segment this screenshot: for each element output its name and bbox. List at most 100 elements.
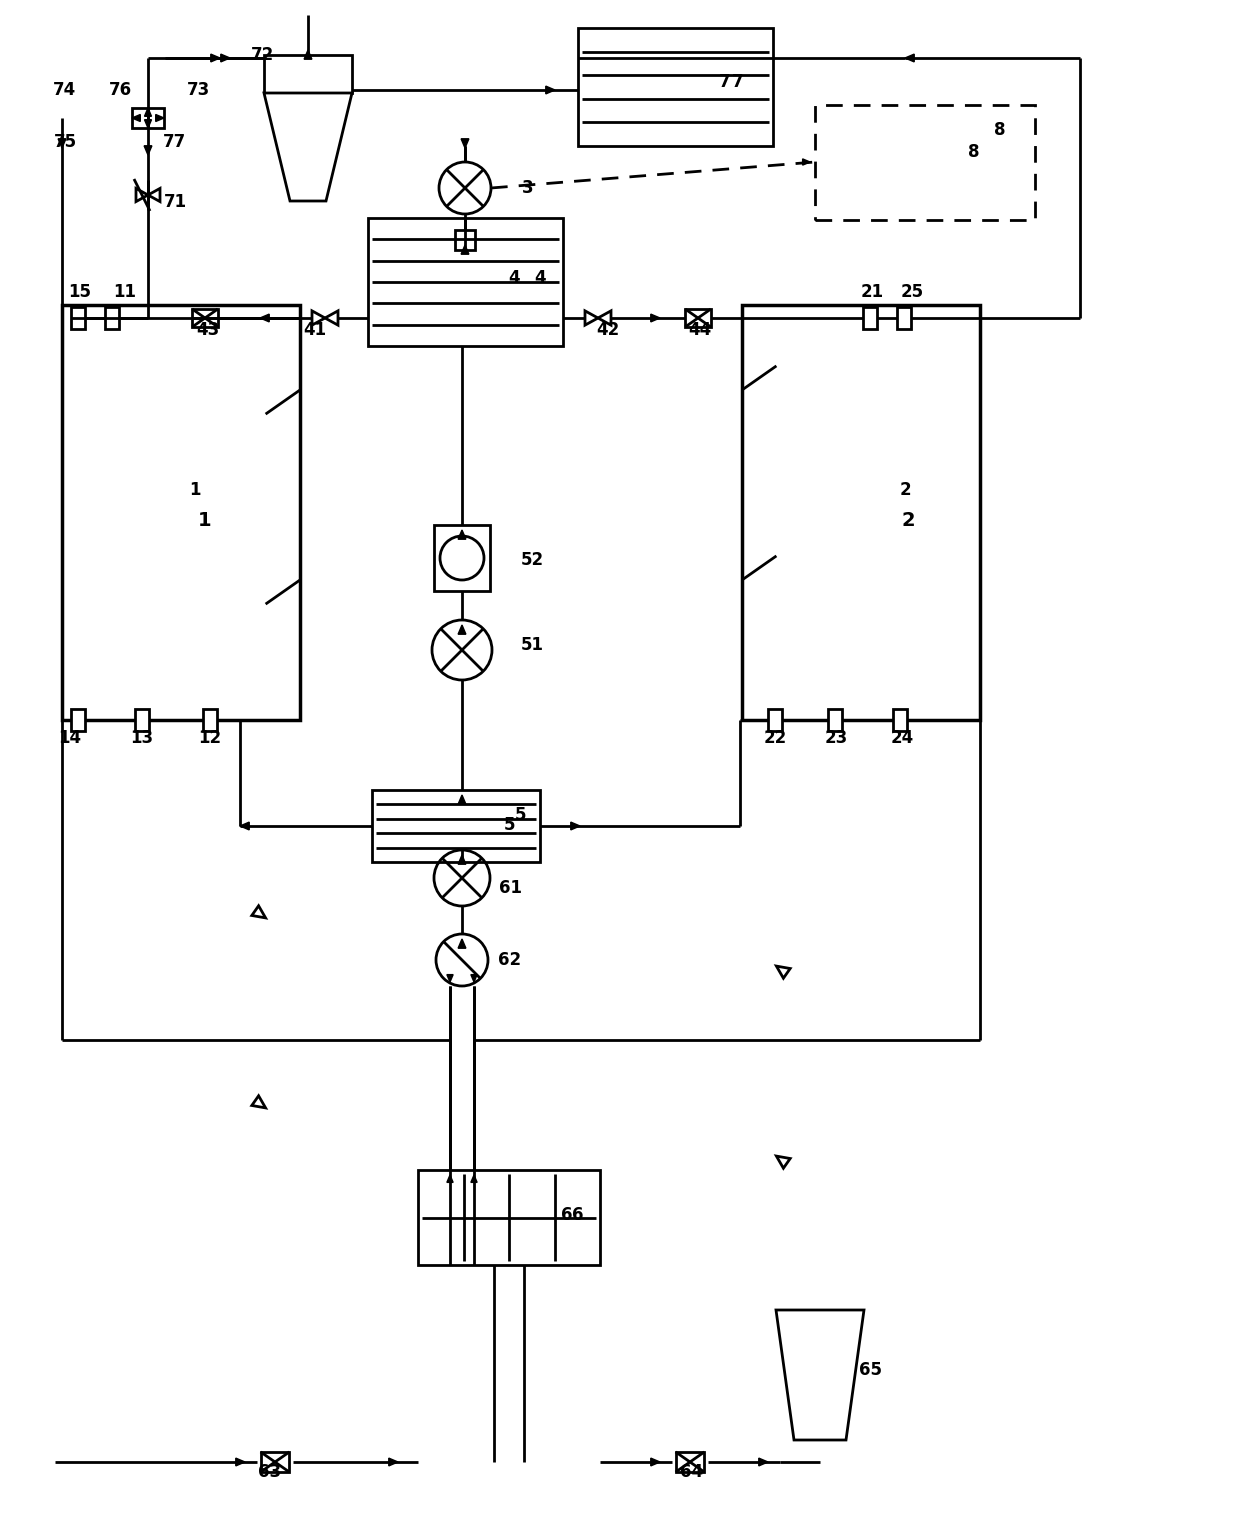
Text: 61: 61	[498, 880, 522, 896]
Polygon shape	[461, 139, 469, 148]
Polygon shape	[651, 314, 660, 321]
Polygon shape	[131, 114, 140, 122]
Text: 5: 5	[515, 807, 526, 823]
Polygon shape	[312, 310, 325, 326]
Text: 73: 73	[186, 81, 210, 99]
Text: 42: 42	[596, 321, 620, 339]
Text: 52: 52	[521, 551, 543, 569]
Polygon shape	[304, 50, 312, 59]
Polygon shape	[905, 55, 914, 62]
Polygon shape	[461, 245, 469, 254]
Polygon shape	[221, 55, 229, 62]
Polygon shape	[585, 310, 598, 326]
Polygon shape	[471, 1175, 477, 1183]
Text: 15: 15	[68, 283, 92, 301]
Polygon shape	[145, 108, 151, 116]
Text: 63: 63	[258, 1463, 281, 1481]
Polygon shape	[252, 906, 265, 918]
Text: 1: 1	[198, 510, 212, 530]
Text: 75: 75	[53, 132, 77, 151]
Bar	[768, 709, 782, 731]
Polygon shape	[211, 55, 219, 62]
Polygon shape	[145, 120, 151, 128]
Text: 62: 62	[498, 951, 522, 970]
Bar	[676, 1452, 704, 1472]
Polygon shape	[156, 114, 164, 122]
Text: 72: 72	[250, 46, 274, 64]
Polygon shape	[458, 939, 466, 948]
Text: 74: 74	[53, 81, 77, 99]
Bar	[131, 108, 148, 128]
Polygon shape	[458, 794, 466, 804]
Polygon shape	[802, 158, 810, 164]
Bar	[455, 230, 475, 250]
Bar	[105, 307, 119, 329]
Text: 2: 2	[901, 510, 915, 530]
Text: 21: 21	[861, 283, 884, 301]
Text: 23: 23	[825, 729, 848, 747]
Polygon shape	[58, 139, 66, 148]
Text: 71: 71	[164, 193, 186, 212]
Text: 12: 12	[198, 729, 222, 747]
Bar	[897, 307, 911, 329]
Polygon shape	[651, 1458, 660, 1466]
Bar	[742, 304, 980, 720]
Bar	[62, 304, 300, 720]
Polygon shape	[148, 189, 160, 201]
Polygon shape	[570, 822, 580, 829]
Polygon shape	[776, 966, 790, 979]
Bar	[863, 307, 877, 329]
Text: 14: 14	[58, 729, 82, 747]
Polygon shape	[136, 189, 148, 201]
Polygon shape	[446, 1175, 453, 1183]
Bar	[260, 1452, 289, 1472]
Text: 6: 6	[572, 1205, 584, 1224]
Text: 65: 65	[858, 1361, 882, 1379]
Polygon shape	[458, 626, 466, 635]
Polygon shape	[260, 314, 269, 321]
Bar	[71, 307, 86, 329]
Text: 8: 8	[967, 143, 980, 161]
Text: 7: 7	[732, 73, 744, 91]
Bar	[893, 709, 906, 731]
Bar	[828, 709, 842, 731]
Bar	[71, 709, 86, 731]
Text: 1: 1	[190, 481, 201, 499]
Text: 7: 7	[718, 73, 730, 91]
Text: 41: 41	[304, 321, 326, 339]
Polygon shape	[144, 146, 151, 155]
Bar	[264, 55, 352, 93]
Bar	[418, 1170, 600, 1265]
Polygon shape	[389, 1458, 398, 1466]
Text: 3: 3	[522, 180, 533, 196]
Bar	[192, 309, 218, 327]
Polygon shape	[546, 87, 556, 94]
Text: 51: 51	[521, 636, 543, 654]
Text: 77: 77	[164, 132, 187, 151]
Text: 24: 24	[890, 729, 914, 747]
Polygon shape	[446, 974, 453, 982]
Text: 2: 2	[899, 481, 911, 499]
Bar	[578, 27, 773, 146]
Polygon shape	[759, 1458, 768, 1466]
Text: 64: 64	[681, 1463, 703, 1481]
Text: 6: 6	[562, 1205, 573, 1224]
Text: 25: 25	[900, 283, 924, 301]
Text: 43: 43	[196, 321, 219, 339]
Text: 76: 76	[108, 81, 131, 99]
Text: 4: 4	[508, 269, 520, 288]
Polygon shape	[458, 530, 466, 539]
Bar	[434, 525, 490, 591]
Polygon shape	[325, 310, 339, 326]
Text: 5: 5	[503, 816, 516, 834]
Text: 13: 13	[130, 729, 154, 747]
Polygon shape	[252, 1096, 265, 1108]
Bar	[135, 709, 149, 731]
Polygon shape	[598, 310, 611, 326]
Text: 22: 22	[764, 729, 786, 747]
Polygon shape	[236, 1458, 246, 1466]
Bar	[686, 309, 711, 327]
Text: 8: 8	[994, 122, 1006, 139]
Bar	[148, 108, 164, 128]
Bar	[368, 218, 563, 345]
